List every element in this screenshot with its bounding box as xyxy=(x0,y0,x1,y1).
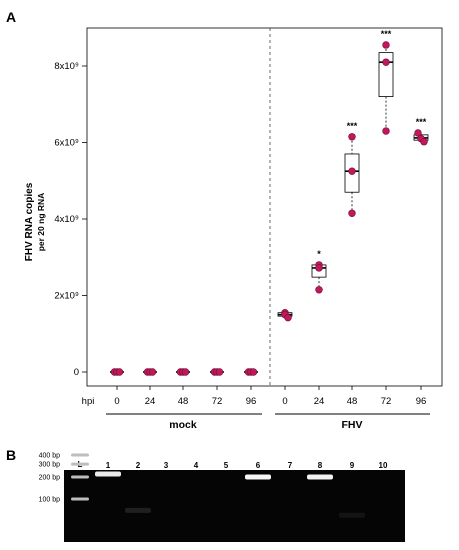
gel-lane-label: 3 xyxy=(164,461,169,470)
data-point xyxy=(284,313,292,322)
ladder-marker-label: 100 bp xyxy=(39,497,61,504)
ladder-marker-label: 200 bp xyxy=(39,475,61,482)
data-point xyxy=(382,41,390,49)
ladder-marker-label: 400 bp xyxy=(39,453,61,460)
x-tick-label: 24 xyxy=(145,396,156,407)
gel-band-lane-9 xyxy=(339,512,365,518)
x-tick-label: 48 xyxy=(178,396,189,407)
y-tick-label: 8x10⁹ xyxy=(54,61,79,72)
gel-band-lane-6 xyxy=(245,474,271,480)
data-point xyxy=(315,286,323,294)
y-tick-label: 4x10⁹ xyxy=(54,214,79,225)
x-axis-prefix: hpi xyxy=(82,396,95,407)
x-tick-label: 96 xyxy=(246,396,257,407)
box-plot-panel: FHV RNA copies per 20 ng RNA 0 2x10⁹ 4x10⁹… xyxy=(24,27,443,431)
gel-lane-label: 5 xyxy=(224,461,229,470)
gel-lane-label: 7 xyxy=(288,461,293,470)
box-fhv-0h xyxy=(277,309,293,322)
x-tick-label: 0 xyxy=(114,396,119,407)
data-point xyxy=(348,209,356,217)
data-point xyxy=(315,264,323,272)
ladder-marker-label: 300 bp xyxy=(39,462,61,469)
significance-label: * xyxy=(317,249,321,259)
gel-image xyxy=(64,470,405,542)
x-tick-label: 72 xyxy=(381,396,392,407)
box-mock-0h xyxy=(110,368,124,376)
gel-lane-label: 4 xyxy=(194,461,199,470)
gel-band-lane-1 xyxy=(95,471,121,477)
ladder-band xyxy=(71,462,89,466)
x-tick-label: 96 xyxy=(416,396,427,407)
gel-lane-label: 6 xyxy=(256,461,261,470)
gel-lane-label: 1 xyxy=(106,461,111,470)
significance-label: *** xyxy=(416,117,427,127)
panel-b-label: B xyxy=(6,447,16,463)
data-point xyxy=(414,129,422,137)
box-mock-48h xyxy=(176,368,190,376)
y-axis-title: FHV RNA copies xyxy=(24,182,35,261)
gel-bands xyxy=(71,453,365,518)
gel-lane-labels: 1 2 3 4 5 6 7 8 9 10 xyxy=(106,461,388,470)
data-point xyxy=(382,127,390,135)
y-axis-subtitle: per 20 ng RNA xyxy=(36,193,46,252)
significance-label: *** xyxy=(381,29,392,39)
ladder-band xyxy=(71,453,89,457)
box-fhv-24h: * xyxy=(311,249,327,294)
y-ticks: 0 2x10⁹ 4x10⁹ 6x10⁹ 8x10⁹ xyxy=(54,61,87,378)
box-fhv-96h: *** xyxy=(413,117,429,146)
x-tick-label: 72 xyxy=(212,396,223,407)
significance-label: *** xyxy=(347,121,358,131)
y-tick-label: 0 xyxy=(74,367,79,378)
mock-group-label: mock xyxy=(169,419,197,431)
panel-a-label: A xyxy=(6,9,16,25)
ladder-marker-labels: 400 bp 300 bp 200 bp 100 bp xyxy=(39,453,61,504)
box-mock-24h xyxy=(143,368,157,376)
ladder-band xyxy=(71,497,89,501)
box-mock-96h xyxy=(244,368,258,376)
x-tick-label: 48 xyxy=(347,396,358,407)
y-tick-label: 6x10⁹ xyxy=(54,138,79,149)
gel-lane-label: 10 xyxy=(379,461,388,470)
x-tick-label: 0 xyxy=(282,396,287,407)
gel-lane-label: 9 xyxy=(350,461,355,470)
box-series: ********** xyxy=(110,29,429,376)
ladder-band xyxy=(71,475,89,479)
gel-band-lane-2 xyxy=(125,507,151,513)
data-point xyxy=(115,368,124,376)
data-point xyxy=(181,368,190,376)
data-point xyxy=(215,368,224,376)
y-tick-label: 2x10⁹ xyxy=(54,291,79,302)
gel-lane-label: 8 xyxy=(318,461,323,470)
gel-band-lane-8 xyxy=(307,474,333,480)
data-point xyxy=(348,167,356,175)
plot-frame xyxy=(86,27,443,387)
gel-lane-label: 2 xyxy=(136,461,141,470)
box-mock-72h xyxy=(210,368,224,376)
data-point xyxy=(348,133,356,141)
x-tick-label: 24 xyxy=(314,396,325,407)
data-point xyxy=(382,58,390,66)
x-ticks: 0 24 48 72 96 0 24 48 72 96 xyxy=(114,386,426,407)
box-fhv-48h: *** xyxy=(344,121,360,217)
data-point xyxy=(249,368,258,376)
data-point xyxy=(148,368,157,376)
box-fhv-72h: *** xyxy=(378,29,394,135)
data-point xyxy=(420,138,428,146)
box-body xyxy=(378,52,394,97)
fhv-group-label: FHV xyxy=(342,419,363,431)
